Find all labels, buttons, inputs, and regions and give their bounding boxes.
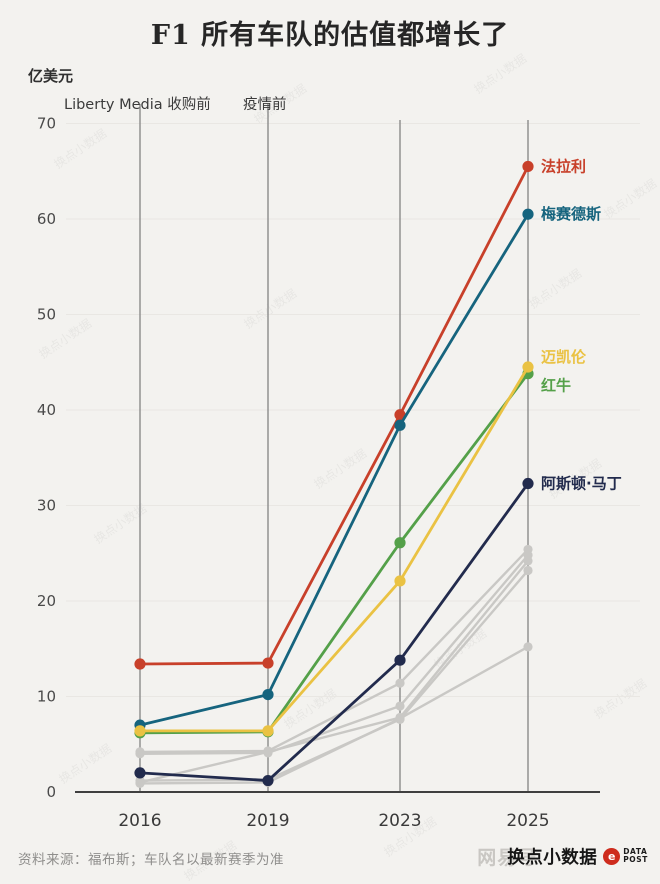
series-dot <box>394 575 406 587</box>
series-label: 迈凯伦 <box>541 348 587 366</box>
series-line <box>138 365 530 733</box>
series-dot <box>262 725 274 737</box>
series-dot <box>395 701 405 711</box>
publisher-tagline-line2: POST <box>623 855 648 864</box>
y-tick-label: 50 <box>37 306 56 324</box>
publisher-badge-icon: e <box>603 847 621 865</box>
series-dot <box>395 678 405 688</box>
series-dot <box>523 556 533 566</box>
series-dot <box>135 778 145 789</box>
series-dot <box>394 419 406 431</box>
x-tick-label: 2025 <box>506 811 549 831</box>
series-dot <box>395 713 405 724</box>
publisher-logo: 网易号 换点小数据 e DATA POST <box>477 843 648 869</box>
series-dot <box>394 654 406 666</box>
y-axis-unit-label: 亿美元 <box>28 67 74 85</box>
x-tick-label: 2023 <box>378 811 421 831</box>
series-dot <box>522 160 534 173</box>
series-dot <box>262 657 274 669</box>
series-dot <box>394 409 406 421</box>
series-label: 梅赛德斯 <box>541 205 601 223</box>
series-dot <box>134 767 146 779</box>
y-tick-label: 40 <box>37 401 56 419</box>
y-tick-label: 0 <box>46 783 56 801</box>
series-dot <box>135 749 145 759</box>
publisher-tagline: DATA POST <box>623 846 648 865</box>
series-line <box>138 482 530 782</box>
series-line <box>138 548 530 754</box>
y-tick-label: 10 <box>37 688 56 706</box>
netease-watermark-text: 网易号 <box>477 846 538 869</box>
series-line <box>138 645 530 785</box>
page-title: F1 所有车队的估值都增长了 <box>150 20 510 51</box>
series-line <box>138 559 530 784</box>
annotation-pre-pandemic: 疫情前 <box>243 97 287 113</box>
series-dot <box>262 688 274 701</box>
x-tick-label: 2016 <box>118 811 161 831</box>
series-dot <box>522 361 534 373</box>
series-line <box>138 212 530 727</box>
y-tick-label: 20 <box>37 592 56 610</box>
series-dot <box>262 774 274 787</box>
annotation-liberty-media: Liberty Media 收购前 <box>64 97 211 113</box>
series-line <box>138 165 530 666</box>
series-line <box>138 372 530 735</box>
y-tick-label: 70 <box>37 115 56 133</box>
series-dot <box>263 747 273 757</box>
series-label: 红牛 <box>541 377 571 395</box>
series-dot <box>134 725 146 737</box>
series-dot <box>522 208 534 220</box>
y-tick-label: 60 <box>37 210 56 228</box>
x-tick-label: 2019 <box>246 811 289 831</box>
series-dot <box>522 477 534 490</box>
source-note: 资料来源：福布斯；车队名以最新赛季为准 <box>18 852 284 868</box>
series-dot <box>134 658 146 670</box>
publisher-tagline-line1: DATA <box>623 846 648 856</box>
series-line <box>138 553 530 755</box>
series-dot <box>394 537 406 549</box>
series-label: 法拉利 <box>541 157 586 175</box>
publisher-name: 换点小数据 <box>507 847 598 868</box>
series-line <box>138 569 530 782</box>
series-label: 阿斯顿·马丁 <box>541 475 622 493</box>
series-dot <box>523 642 533 652</box>
y-tick-label: 30 <box>37 497 56 515</box>
series-dot <box>523 565 533 576</box>
